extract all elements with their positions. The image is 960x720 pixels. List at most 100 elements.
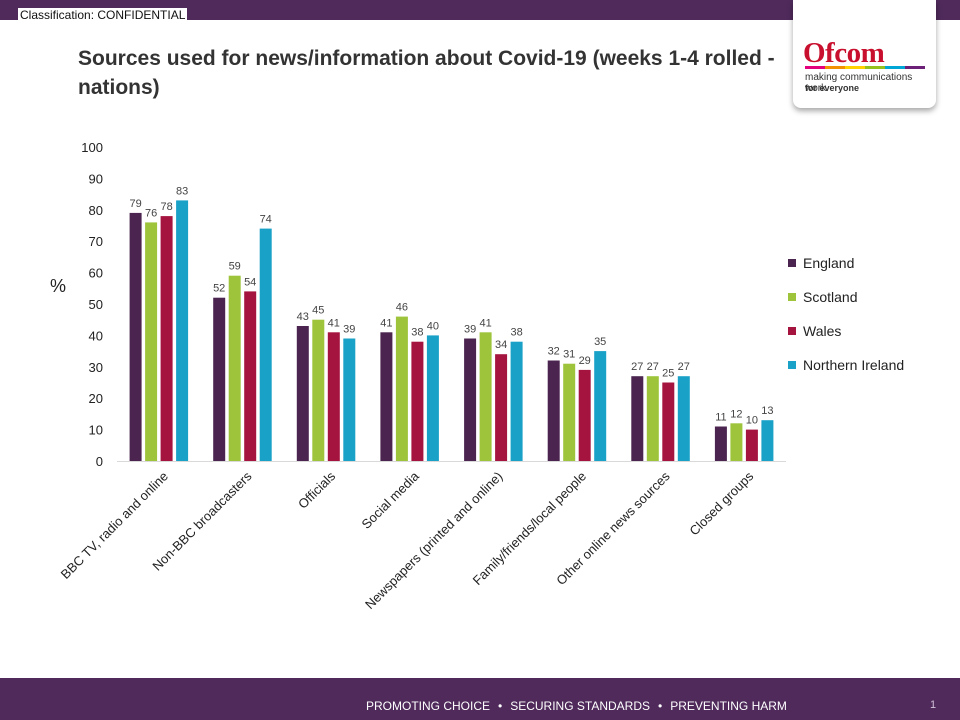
legend-item: Wales [788, 314, 904, 348]
data-label: 79 [129, 198, 141, 210]
bar-wales [578, 369, 591, 461]
bar-northern-ireland [594, 351, 607, 461]
logo-stripe-segment [845, 66, 865, 69]
data-label: 34 [495, 339, 507, 351]
bar-england [129, 212, 142, 461]
data-label: 35 [594, 336, 606, 348]
ofcom-logo: Ofcom making communications work for eve… [793, 0, 936, 108]
data-label: 74 [260, 214, 272, 226]
footer-slogan-standards: SECURING STANDARDS [510, 699, 651, 713]
data-label: 40 [427, 320, 439, 332]
bar-wales [244, 291, 257, 461]
logo-tagline: making communications work [805, 72, 913, 94]
data-label: 39 [464, 324, 476, 336]
y-tick-label: 100 [81, 140, 103, 155]
bar-northern-ireland [677, 376, 690, 461]
y-tick-label: 60 [89, 266, 103, 281]
bar-northern-ireland [426, 335, 439, 461]
bar-northern-ireland [761, 420, 774, 461]
data-label: 25 [662, 368, 674, 380]
legend-swatch [788, 293, 796, 301]
top-bar [0, 0, 960, 20]
page-number: 1 [930, 699, 937, 711]
data-label: 41 [380, 317, 392, 329]
data-label: 12 [730, 408, 742, 420]
bar-wales [327, 332, 340, 461]
bar-england [213, 297, 226, 461]
data-label: 13 [761, 405, 773, 417]
logo-stripe-segment [905, 66, 925, 69]
legend-item: England [788, 246, 904, 280]
legend-swatch [788, 327, 796, 335]
legend-label: Wales [803, 323, 842, 339]
y-axis-label: % [50, 276, 67, 296]
data-label: 59 [229, 261, 241, 273]
bullet-icon: • [498, 699, 503, 713]
y-tick-label: 40 [89, 328, 103, 343]
footer-bar: PROMOTING CHOICE • SECURING STANDARDS • PREV… [0, 678, 960, 720]
bar-scotland [563, 363, 576, 461]
legend-label: Northern Ireland [803, 357, 905, 373]
bar-wales [411, 341, 424, 461]
y-tick-label: 20 [89, 391, 103, 406]
legend-label: Scotland [803, 289, 858, 305]
bar-england [631, 376, 644, 461]
bar-england [380, 332, 393, 461]
x-tick-label: Social media [359, 468, 423, 532]
legend-item: Northern Ireland [788, 348, 904, 382]
data-label: 54 [244, 276, 256, 288]
data-label: 31 [563, 349, 575, 361]
data-label: 43 [297, 311, 309, 323]
logo-tagline-bold: for everyone [805, 83, 860, 93]
bar-scotland [312, 319, 325, 461]
legend-item: Scotland [788, 280, 904, 314]
y-tick-label: 30 [89, 360, 103, 375]
logo-stripe [805, 66, 925, 69]
bar-scotland [395, 316, 408, 461]
footer-slogans: PROMOTING CHOICE • SECURING STANDARDS • PREV… [366, 699, 787, 713]
legend-label: England [803, 255, 855, 271]
data-label: 78 [160, 201, 172, 213]
bar-england [296, 326, 309, 461]
data-label: 38 [411, 327, 423, 339]
bar-england [714, 426, 727, 461]
bar-scotland [228, 275, 241, 461]
bar-wales [160, 216, 173, 461]
data-label: 27 [678, 361, 690, 373]
data-label: 41 [328, 317, 340, 329]
classification-label: Classification: CONFIDENTIAL [18, 8, 188, 22]
page-title: Sources used for news/information about … [78, 47, 775, 99]
bullet-icon: • [658, 699, 663, 713]
data-label: 38 [510, 327, 522, 339]
chart-legend: England Scotland Wales Northern Ireland [788, 246, 904, 382]
data-label: 52 [213, 283, 225, 295]
bar-england [464, 338, 477, 461]
bar-wales [745, 429, 758, 461]
y-tick-label: 90 [89, 171, 103, 186]
bar-northern-ireland [259, 228, 272, 461]
data-label: 46 [396, 302, 408, 314]
data-label: 29 [579, 355, 591, 367]
footer-slogan-harm: PREVENTING HARM [670, 699, 787, 713]
bar-wales [662, 382, 675, 461]
logo-wordmark: Ofcom [803, 37, 885, 69]
bar-scotland [479, 332, 492, 461]
data-label: 11 [715, 412, 726, 424]
bar-scotland [646, 376, 659, 461]
x-tick-label: Closed groups [686, 468, 756, 538]
data-label: 27 [647, 361, 659, 373]
bar-northern-ireland [510, 341, 523, 461]
data-label: 27 [631, 361, 643, 373]
x-tick-label: Officials [295, 468, 338, 511]
data-label: 83 [176, 185, 188, 197]
data-label: 41 [479, 317, 491, 329]
data-label: 39 [343, 324, 355, 336]
footer-slogan-choice: PROMOTING CHOICE [366, 699, 491, 713]
bar-northern-ireland [343, 338, 356, 461]
bar-northern-ireland [176, 200, 189, 461]
x-tick-label: Newspapers (printed and online) [362, 469, 505, 612]
data-label: 45 [312, 305, 324, 317]
legend-swatch [788, 361, 796, 369]
logo-stripe-segment [805, 66, 825, 69]
